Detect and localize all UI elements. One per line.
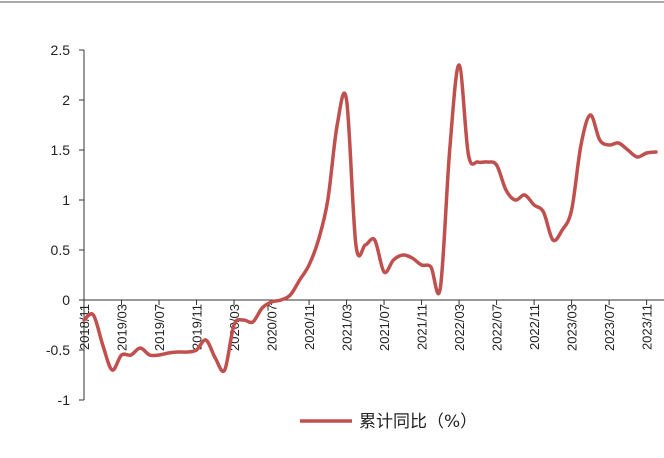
data-point-2022/01	[440, 287, 442, 289]
y-tick-label: 2.5	[51, 42, 71, 58]
data-point-2023/03	[571, 209, 573, 211]
data-point-2019/04	[130, 354, 132, 356]
series-line-cumulative-yoy	[82, 63, 658, 374]
legend-label: 累计同比（%）	[359, 412, 477, 432]
data-point-2022/12	[543, 211, 545, 213]
data-point-2023/09	[627, 149, 629, 151]
data-point-2020/01	[214, 357, 216, 359]
data-point-2023/05	[590, 114, 592, 116]
data-point-2023/07	[608, 144, 610, 146]
data-point-2021/01	[327, 199, 329, 201]
y-tick-label: 0	[62, 292, 70, 308]
data-point-2021/08	[393, 259, 395, 261]
data-point-2022/07	[496, 164, 498, 166]
data-point-2020/06	[261, 307, 263, 309]
data-point-2021/03	[346, 99, 348, 101]
series-layer	[82, 63, 658, 374]
data-point-2021/12	[430, 266, 432, 268]
data-point-2021/06	[374, 239, 376, 241]
data-point-2021/02	[336, 124, 338, 126]
x-tick-label: 2023/07	[602, 304, 617, 351]
data-point-2022/04	[468, 154, 470, 156]
x-tick-label: 2023/03	[565, 304, 580, 351]
x-tick-label: 2020/11	[302, 304, 317, 350]
data-point-2020/07	[271, 301, 273, 303]
x-tick-label: 2021/07	[377, 304, 392, 351]
data-point-2023/08	[618, 142, 620, 144]
x-axis: 2018/11 2019/03 2019/07 2019/11 2020/03 2020/…	[77, 299, 664, 351]
data-point-2019/05	[139, 347, 141, 349]
data-point-2023/06	[599, 139, 601, 141]
data-point-2020/04	[243, 319, 245, 321]
data-point-2018/11	[83, 319, 85, 321]
legend: 累计同比（%）	[300, 412, 477, 432]
x-tick-label: 2020/07	[265, 304, 280, 351]
data-point-2020/09	[289, 294, 291, 296]
data-point-2020/11	[308, 264, 310, 266]
data-point-2019/02	[111, 369, 113, 371]
y-axis: 2.5 2 1.5 1 0.5 0 -0.5 -1	[46, 42, 85, 408]
data-point-2020/08	[280, 299, 282, 301]
data-point-2022/11	[533, 204, 535, 206]
y-tick-label: 0.5	[51, 242, 71, 258]
data-point-2022/09	[515, 199, 517, 201]
data-point-2022/08	[505, 189, 507, 191]
data-point-2020/10	[299, 279, 301, 281]
x-tick-label: 2019/07	[152, 304, 167, 351]
data-point-2019/11	[196, 349, 198, 351]
data-point-2019/09	[177, 351, 179, 353]
data-point-2022/02	[449, 149, 451, 151]
data-point-2020/05	[252, 321, 254, 323]
data-point-2019/06	[149, 354, 151, 356]
x-tick-label: 2018/11	[77, 304, 92, 350]
data-point-2021/10	[411, 257, 413, 259]
data-point-2020/02	[224, 369, 226, 371]
data-point-2022/03	[458, 64, 460, 66]
data-point-2019/07	[158, 354, 160, 356]
y-tick-label: 1	[62, 192, 70, 208]
data-point-2023/11	[646, 152, 648, 154]
data-point-2019/01	[102, 344, 104, 346]
y-tick-label: -0.5	[46, 342, 70, 358]
x-tick-label: 2023/11	[640, 304, 655, 350]
data-point-2023/01	[552, 239, 554, 241]
data-point-2021/09	[402, 254, 404, 256]
data-point-2019/10	[186, 351, 188, 353]
y-tick-label: -1	[58, 392, 71, 408]
data-point-2019/03	[121, 354, 123, 356]
x-tick-label: 2021/11	[415, 304, 430, 350]
data-point-2020/03	[233, 324, 235, 326]
data-point-2021/11	[421, 264, 423, 266]
data-point-2022/06	[486, 161, 488, 163]
y-tick-label: 2	[62, 92, 70, 108]
x-tick-label: 2022/03	[452, 304, 467, 351]
x-tick-label: 2022/07	[490, 304, 505, 351]
x-tick-label: 2022/11	[527, 304, 542, 350]
data-point-2022/05	[477, 161, 479, 163]
data-point-2023/10	[636, 156, 638, 158]
x-tick-label: 2019/11	[190, 304, 205, 350]
data-point-2021/05	[365, 244, 367, 246]
data-point-2019/12	[205, 339, 207, 341]
data-point-2023/12	[655, 151, 657, 153]
y-tick-label: 1.5	[51, 142, 71, 158]
data-point-2023/04	[580, 144, 582, 146]
x-tick-label: 2021/03	[340, 304, 355, 351]
data-point-2021/07	[383, 271, 385, 273]
data-point-2023/02	[561, 229, 563, 231]
data-point-2018/12	[93, 314, 95, 316]
data-point-2022/10	[524, 194, 526, 196]
data-point-2019/08	[168, 352, 170, 354]
data-point-2020/12	[318, 239, 320, 241]
data-point-2021/04	[355, 244, 357, 246]
x-tick-label: 2019/03	[115, 304, 130, 351]
